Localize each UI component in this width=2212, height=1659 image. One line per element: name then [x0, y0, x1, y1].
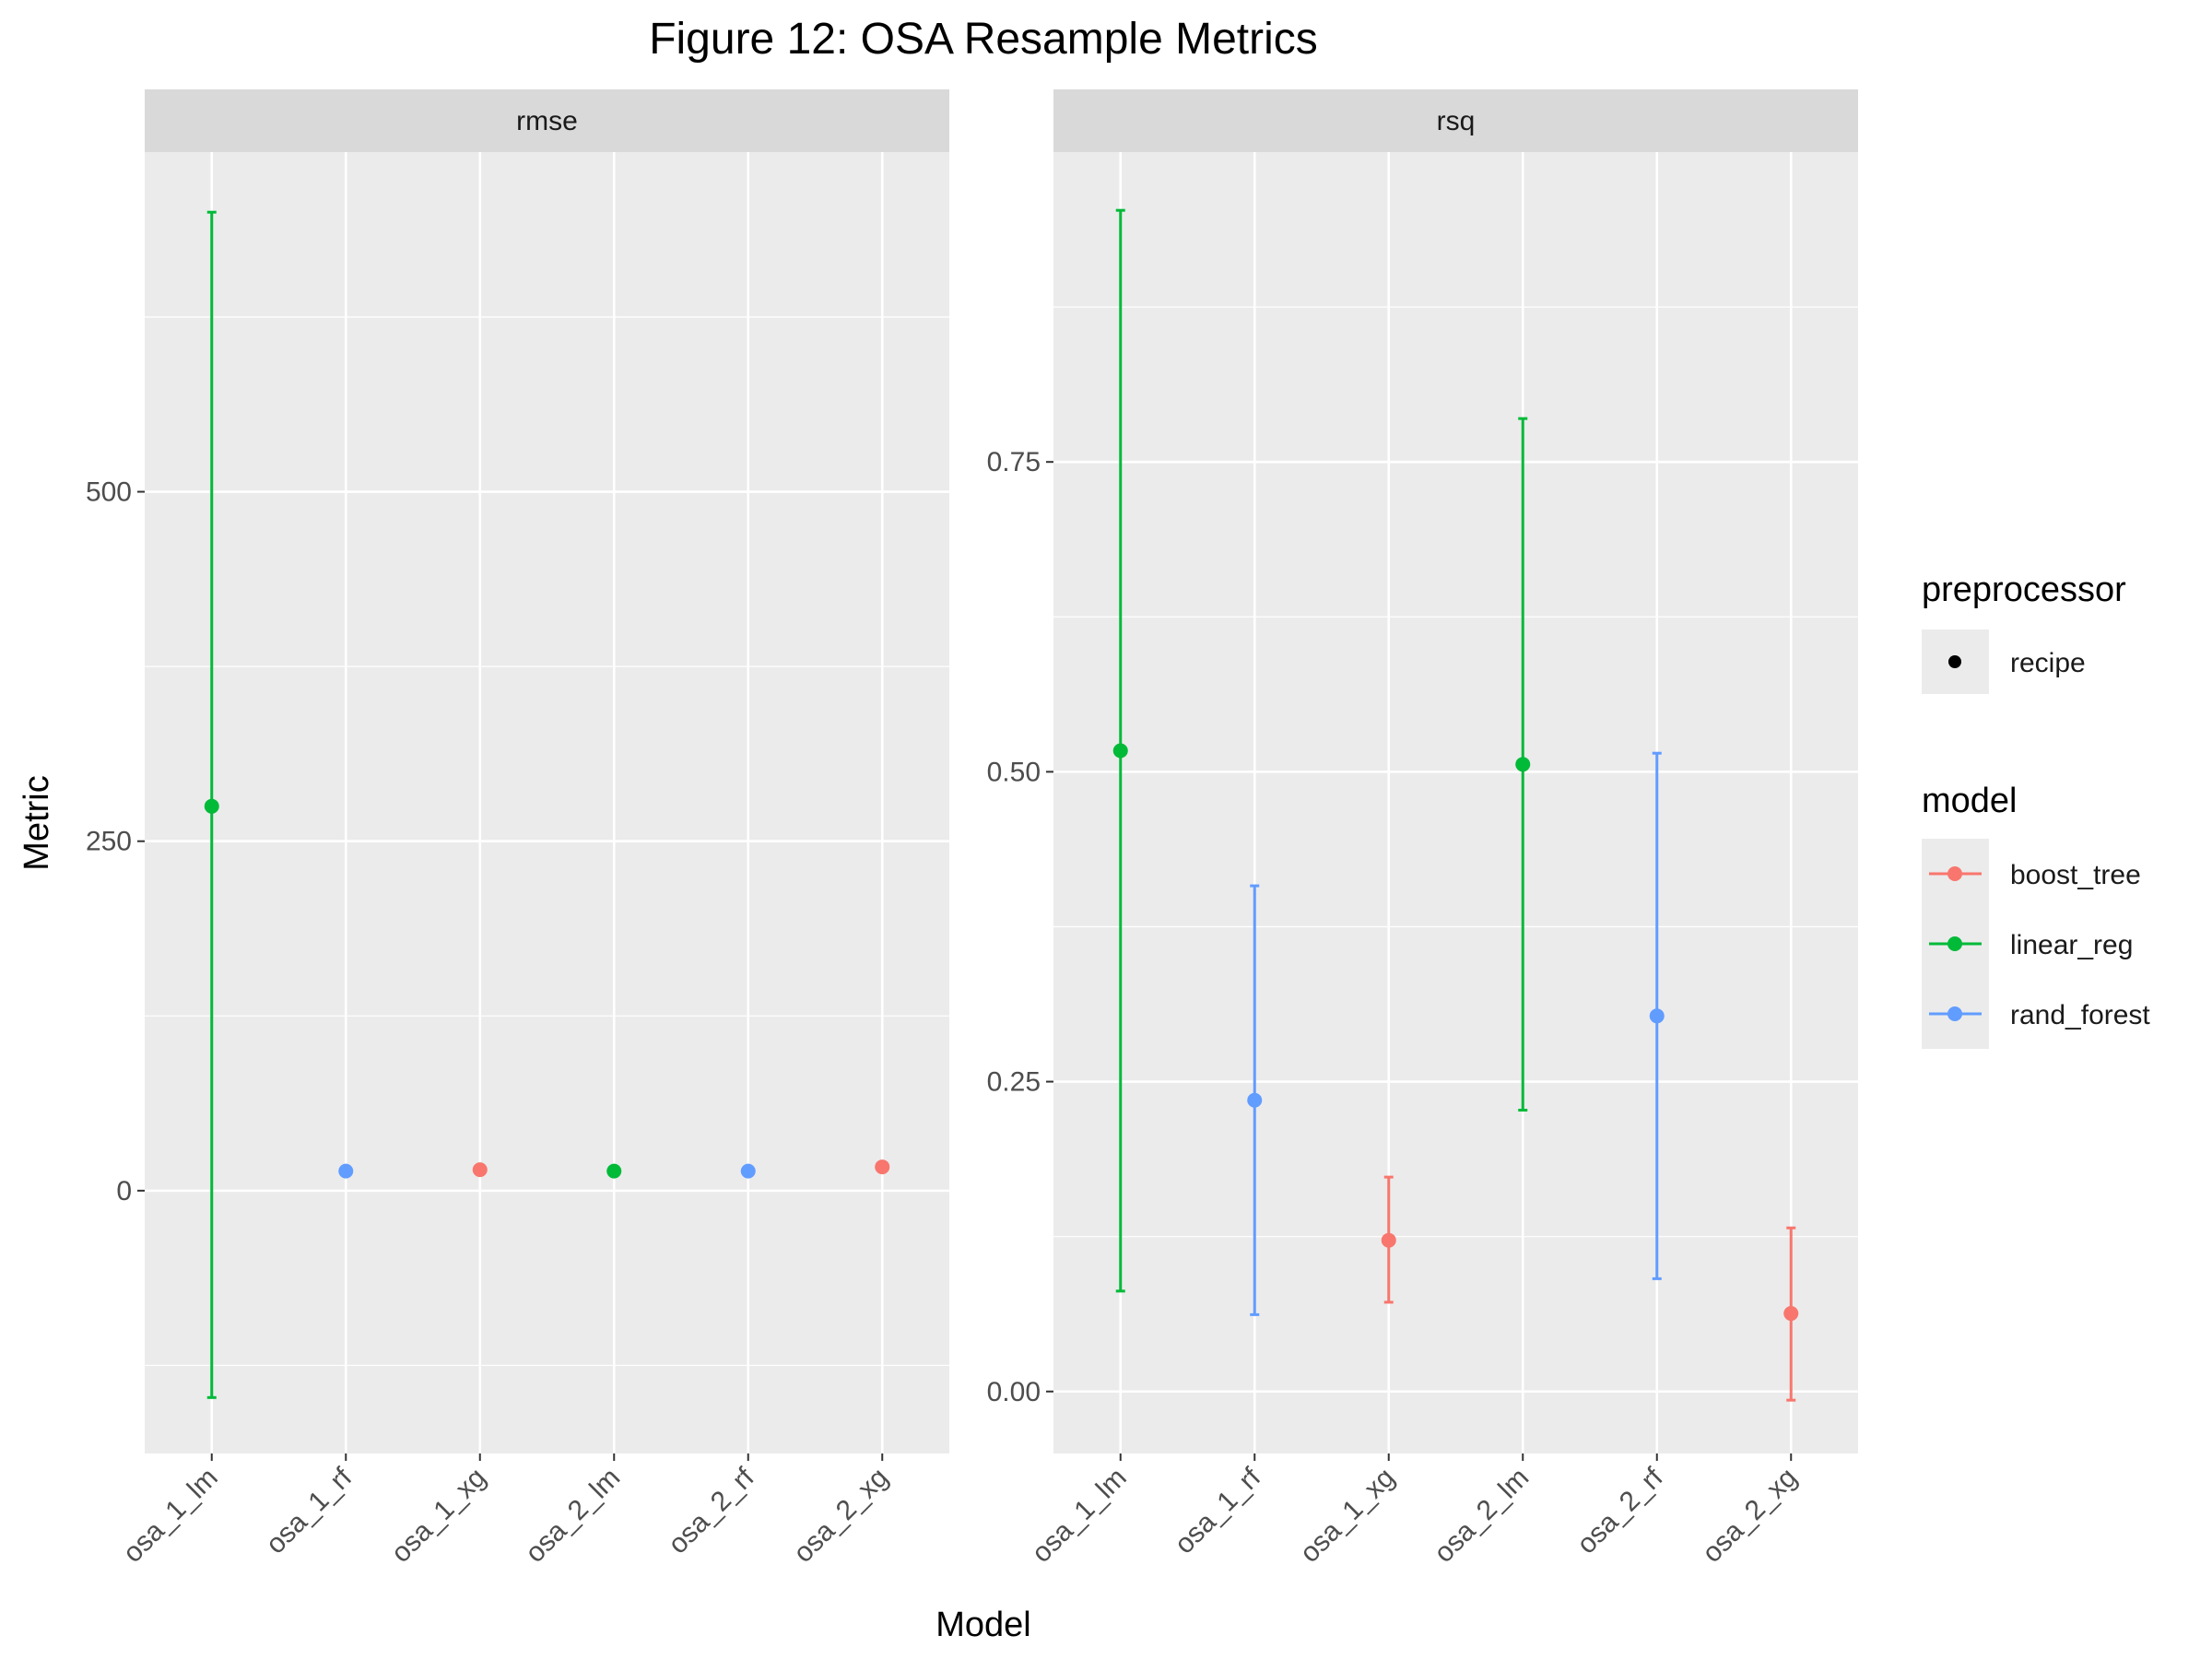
legend-point [1947, 866, 1962, 881]
legend-label: recipe [2010, 648, 2086, 678]
legend-label: rand_forest [2010, 1000, 2150, 1030]
chart-title: Figure 12: OSA Resample Metrics [649, 15, 1318, 64]
y-tick-label: 250 [86, 827, 132, 857]
data-point [472, 1162, 488, 1178]
data-point [1112, 743, 1128, 759]
data-point [1649, 1008, 1665, 1024]
y-tick-label: 0.50 [987, 757, 1041, 787]
panel-background [1053, 152, 1858, 1453]
data-point [875, 1159, 890, 1175]
legend: preprocessor recipe model boost_tree linear_… [1922, 571, 2150, 1049]
legend-title-preprocessor: preprocessor [1922, 571, 2126, 609]
strip-rsq [1053, 89, 1858, 152]
data-point [338, 1163, 354, 1179]
legend-point [1947, 1006, 1962, 1021]
legend-title-model: model [1922, 782, 2018, 820]
data-point [1247, 1092, 1263, 1108]
data-point [740, 1163, 756, 1179]
y-tick-label: 0 [116, 1176, 132, 1206]
x-axis-title: Model [935, 1606, 1031, 1644]
legend-label: boost_tree [2010, 860, 2141, 890]
panel-background [145, 152, 949, 1453]
y-tick-label: 0.25 [987, 1067, 1041, 1098]
strip-label: rsq [1437, 106, 1476, 136]
strip-label: rmse [516, 106, 578, 136]
legend-point [1947, 936, 1962, 951]
y-tick-label: 500 [86, 477, 132, 508]
y-tick-label: 0.75 [987, 447, 1041, 477]
data-point [1783, 1306, 1799, 1322]
y-axis-title: Metric [18, 775, 56, 870]
data-point [606, 1163, 622, 1179]
data-point [204, 798, 219, 814]
strip-rmse [145, 89, 949, 152]
data-point [1381, 1232, 1396, 1248]
data-point [1515, 757, 1531, 772]
legend-point [1948, 655, 1961, 668]
y-tick-label: 0.00 [987, 1377, 1041, 1407]
legend-label: linear_reg [2010, 930, 2133, 960]
